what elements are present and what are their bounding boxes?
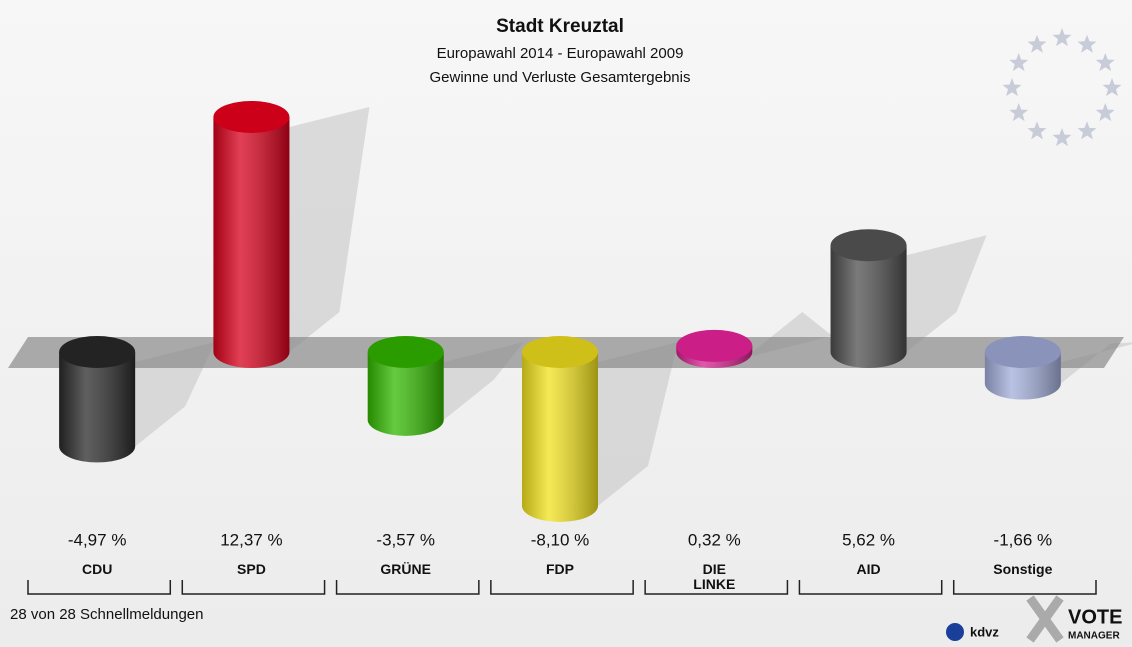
x-tick-label: FDP — [546, 561, 574, 577]
bracket — [181, 580, 326, 595]
star — [1077, 34, 1097, 53]
bar-cap-shade — [984, 336, 1061, 368]
bar-shading — [830, 245, 907, 368]
value-label: -1,66 % — [994, 530, 1053, 549]
logo-text: VOTE — [1068, 606, 1122, 628]
bracket — [27, 580, 172, 595]
bracket — [335, 580, 480, 595]
bar-shadow — [289, 106, 370, 352]
bar-cap — [213, 100, 290, 133]
bar-shading — [213, 116, 290, 368]
bar-cap-shade — [522, 336, 598, 368]
eu-stars — [1002, 28, 1122, 147]
bar-shading — [367, 352, 444, 436]
bar-cap — [367, 336, 444, 368]
value-label: 0,32 % — [688, 530, 741, 549]
x-tick-label: DIE LINKE — [693, 561, 736, 592]
x-tick-label: AID — [856, 561, 881, 577]
value-label: -8,10 % — [531, 530, 590, 549]
bracket — [952, 580, 1097, 595]
footer: 28 von 28 Schnellmeldungen — [10, 606, 203, 623]
bar-cap-shade — [367, 336, 444, 368]
bars — [59, 100, 1061, 522]
value-label: -3,57 % — [376, 530, 435, 549]
bracket — [644, 580, 789, 595]
bar-shading — [522, 352, 598, 522]
logo-x — [1026, 595, 1064, 643]
star — [1052, 128, 1072, 147]
star — [1095, 53, 1115, 72]
bar-cap — [984, 336, 1061, 368]
star — [1009, 53, 1029, 72]
star — [1102, 78, 1122, 97]
bar-cap — [830, 229, 907, 262]
bar-cap — [59, 336, 136, 368]
star — [1095, 103, 1115, 122]
bar-shadow — [598, 342, 678, 506]
x-tick-label: GRÜNE — [380, 561, 431, 577]
shadows — [135, 106, 1132, 506]
star — [1027, 121, 1047, 140]
logo-text: kdvz — [970, 624, 999, 639]
x-tick-label: CDU — [81, 561, 113, 577]
bar-cap-shade — [676, 329, 753, 362]
bar-cap — [676, 329, 753, 362]
bar-shading — [59, 352, 136, 463]
bar-cap — [522, 336, 598, 368]
star — [1002, 78, 1022, 97]
logo-icon — [946, 623, 964, 641]
x-tick-label: SPD — [237, 561, 266, 577]
bracket — [798, 580, 943, 595]
value-label: 12,37 % — [220, 530, 282, 549]
chart-subtitle: Gewinne und Verluste Gesamtergebnis — [430, 69, 691, 86]
star — [1027, 34, 1047, 53]
star — [1052, 28, 1072, 47]
value-label: 5,62 % — [842, 530, 895, 549]
logo-text: MANAGER — [1068, 631, 1120, 642]
bar-shadow — [906, 235, 987, 352]
bar-cap-shade — [213, 100, 290, 133]
value-label: -4,97 % — [68, 530, 127, 549]
chart-subtitle: Europawahl 2014 - Europawahl 2009 — [437, 45, 684, 62]
chart-title: Stadt Kreuztal — [496, 16, 624, 37]
bar-shadow — [135, 342, 216, 447]
x-tick-label: Sonstige — [993, 561, 1053, 577]
bracket — [490, 580, 634, 595]
star — [1009, 103, 1029, 122]
bar-cap-shade — [59, 336, 136, 368]
bar-cap-shade — [830, 229, 907, 262]
star — [1077, 121, 1097, 140]
